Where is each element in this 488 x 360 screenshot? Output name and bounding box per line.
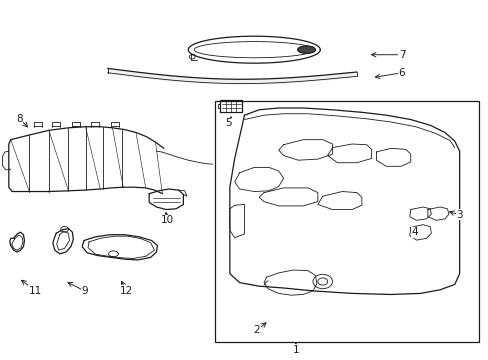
Bar (215, 101, 478, 342)
Text: 5: 5 (225, 118, 232, 128)
Text: 12: 12 (119, 286, 133, 296)
Text: 3: 3 (455, 210, 462, 220)
Text: 8: 8 (16, 114, 23, 124)
Text: 2: 2 (253, 325, 260, 336)
Text: 6: 6 (398, 68, 405, 78)
Text: 4: 4 (410, 227, 417, 237)
Text: 9: 9 (81, 286, 88, 296)
Text: 11: 11 (28, 286, 42, 296)
Text: 1: 1 (292, 345, 299, 355)
Polygon shape (297, 46, 315, 53)
Text: 10: 10 (161, 215, 173, 225)
Text: 7: 7 (398, 50, 405, 60)
